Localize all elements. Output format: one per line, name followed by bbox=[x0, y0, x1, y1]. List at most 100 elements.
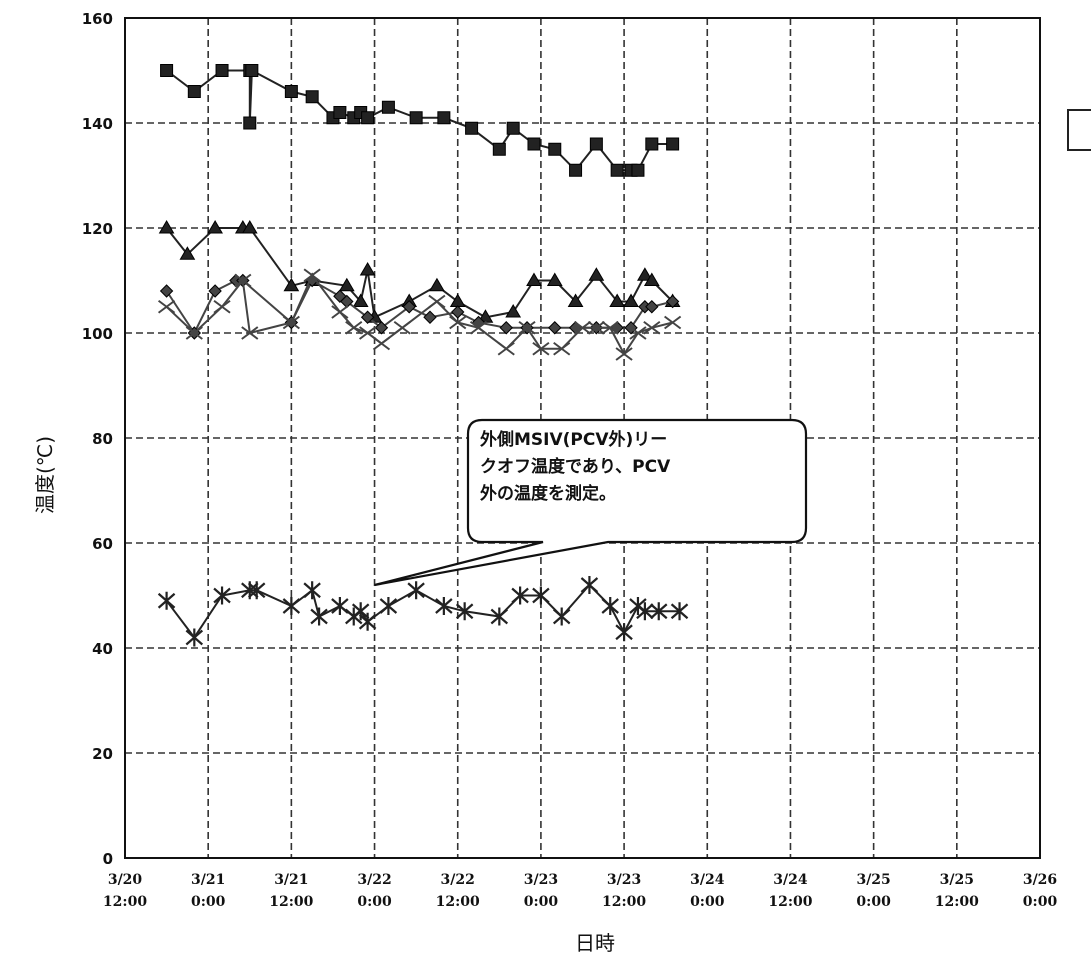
data-point bbox=[631, 163, 645, 177]
data-point bbox=[423, 310, 437, 324]
x-tick-label: 0:00 bbox=[191, 894, 226, 910]
x-tick-label: 12:00 bbox=[269, 894, 313, 910]
x-tick-labels: 3/20 12:00 3/21 0:00 3/21 12:00 3/22 0:00 3/22 12… bbox=[103, 872, 1058, 910]
data-point bbox=[449, 315, 467, 330]
data-point bbox=[158, 220, 175, 234]
x-tick-label: 3/25 bbox=[856, 872, 890, 888]
data-point bbox=[208, 284, 222, 298]
plot-frame bbox=[124, 17, 1041, 859]
data-point bbox=[589, 137, 603, 151]
data-point bbox=[548, 142, 562, 156]
data-point bbox=[511, 586, 529, 605]
x-tick-label: 12:00 bbox=[602, 894, 646, 910]
data-point bbox=[379, 597, 398, 615]
data-point bbox=[567, 293, 584, 307]
data-point bbox=[284, 85, 298, 98]
data-point bbox=[437, 111, 451, 125]
data-point bbox=[429, 277, 445, 292]
data-point bbox=[455, 602, 474, 621]
data-point bbox=[451, 305, 465, 319]
data-point bbox=[499, 321, 513, 335]
x-tick-label: 3/26 bbox=[1023, 872, 1057, 888]
data-point bbox=[449, 293, 466, 307]
series-line bbox=[165, 273, 673, 356]
data-point bbox=[360, 310, 375, 324]
data-point bbox=[469, 320, 488, 335]
y-tick-label: 80 bbox=[92, 430, 113, 448]
data-point bbox=[664, 315, 682, 330]
data-point bbox=[601, 320, 619, 335]
annotation-callout: 外側MSIV(PCV外)リー クオフ温度であり、PCV 外の温度を測定。 bbox=[374, 418, 808, 587]
series-triangle bbox=[158, 220, 681, 323]
x-tick-label: 3/21 bbox=[274, 872, 308, 888]
data-point bbox=[650, 602, 668, 621]
x-tick-label: 12:00 bbox=[935, 894, 979, 910]
x-tick-label: 3/22 bbox=[357, 872, 391, 888]
data-point bbox=[361, 111, 375, 125]
data-point bbox=[629, 326, 647, 340]
data-point bbox=[546, 272, 563, 286]
y-tick-label: 60 bbox=[92, 535, 113, 553]
data-point bbox=[333, 106, 347, 119]
data-point bbox=[282, 597, 301, 615]
data-point bbox=[331, 305, 349, 319]
data-point bbox=[245, 64, 259, 77]
data-point bbox=[643, 272, 660, 286]
series-layer bbox=[157, 64, 689, 647]
data-point bbox=[465, 121, 479, 135]
data-point bbox=[303, 268, 321, 283]
data-point bbox=[234, 273, 252, 288]
data-point bbox=[358, 612, 377, 631]
data-point bbox=[407, 581, 425, 600]
y-axis-title: 温度(℃) bbox=[33, 436, 57, 514]
data-point bbox=[428, 294, 446, 309]
data-point bbox=[157, 299, 176, 314]
data-point bbox=[580, 576, 599, 594]
data-point bbox=[243, 116, 257, 130]
data-point bbox=[310, 607, 328, 626]
x-tick-label: 3/23 bbox=[607, 872, 641, 888]
x-tick-label: 12:00 bbox=[436, 894, 480, 910]
data-point bbox=[636, 602, 654, 621]
axes bbox=[124, 17, 1041, 859]
x-tick-label: 0:00 bbox=[1023, 894, 1058, 910]
data-point bbox=[435, 597, 453, 615]
y-tick-label: 120 bbox=[82, 220, 113, 238]
data-point bbox=[159, 284, 174, 298]
x-tick-label: 0:00 bbox=[856, 894, 891, 910]
x-tick-label: 3/24 bbox=[773, 872, 808, 888]
data-point bbox=[359, 326, 377, 340]
legend-box-partial bbox=[1067, 109, 1091, 151]
data-point bbox=[409, 111, 423, 125]
callout-bubble bbox=[374, 418, 808, 587]
data-point bbox=[645, 300, 659, 314]
data-point bbox=[241, 220, 258, 234]
data-point bbox=[215, 64, 229, 77]
x-tick-label: 3/20 bbox=[108, 872, 143, 888]
y-tick-label: 0 bbox=[103, 850, 113, 868]
data-point bbox=[303, 581, 321, 600]
y-tick-label: 160 bbox=[82, 10, 113, 28]
data-point bbox=[666, 137, 680, 151]
data-point bbox=[331, 597, 349, 615]
series-line bbox=[165, 68, 673, 172]
data-point bbox=[160, 64, 174, 77]
data-point bbox=[532, 586, 550, 605]
x-tick-label: 0:00 bbox=[357, 894, 392, 910]
x-tick-label: 3/21 bbox=[191, 872, 225, 888]
data-point bbox=[615, 623, 633, 642]
data-point bbox=[643, 320, 661, 335]
data-point bbox=[601, 597, 619, 615]
data-point bbox=[610, 163, 624, 177]
data-point bbox=[548, 321, 562, 335]
data-point bbox=[338, 277, 355, 292]
data-point bbox=[497, 341, 515, 356]
data-point bbox=[637, 267, 653, 281]
callout-line-2: クオフ温度であり、PCV bbox=[480, 456, 671, 477]
data-point bbox=[185, 628, 204, 647]
x-tick-label: 0:00 bbox=[524, 894, 559, 910]
data-point bbox=[506, 121, 520, 135]
data-point bbox=[490, 607, 509, 626]
data-point bbox=[569, 163, 583, 177]
